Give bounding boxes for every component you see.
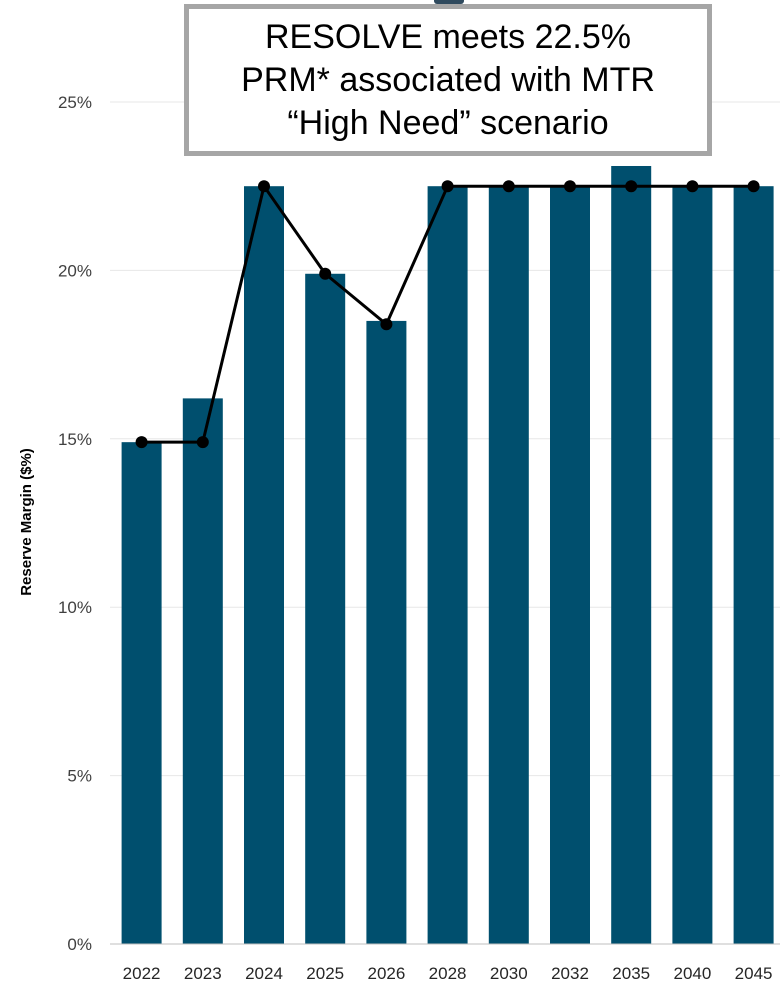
- bar-series: [121, 165, 774, 944]
- line-marker: [196, 436, 209, 449]
- line-marker: [135, 436, 148, 449]
- y-tick-label: 10%: [58, 598, 92, 617]
- bar: [672, 186, 713, 944]
- x-tick-label: 2030: [490, 964, 528, 983]
- line-marker: [564, 180, 576, 193]
- y-tick-label: 15%: [58, 430, 92, 449]
- callout-line-1: RESOLVE meets 22.5%: [265, 17, 631, 56]
- line-marker: [747, 180, 760, 193]
- prm-line-series: [135, 180, 760, 449]
- callout-line-3: “High Need” scenario: [287, 103, 609, 142]
- x-tick-label: 2028: [429, 964, 467, 983]
- line-marker: [502, 180, 515, 193]
- y-tick-label: 25%: [58, 93, 92, 112]
- bar: [733, 186, 774, 944]
- bar: [611, 165, 652, 944]
- bar: [427, 186, 468, 944]
- bar: [488, 186, 529, 944]
- x-tick-label: 2025: [306, 964, 344, 983]
- x-tick-label: 2035: [612, 964, 650, 983]
- y-tick-label: 0%: [67, 935, 92, 954]
- bar: [182, 398, 223, 944]
- x-tick-label: 2024: [245, 964, 283, 983]
- line-marker: [441, 180, 454, 193]
- callout-tab: [434, 0, 464, 4]
- y-axis-ticks: 0% 5% 10% 15% 20% 25%: [58, 93, 92, 954]
- y-tick-label: 5%: [67, 767, 92, 786]
- line-marker: [319, 267, 332, 280]
- line-marker: [380, 318, 393, 331]
- bar: [550, 186, 590, 944]
- y-axis-label: Reserve Margin ($%): [18, 448, 35, 596]
- x-tick-label: 2040: [673, 964, 711, 983]
- callout-line-2: PRM* associated with MTR: [241, 60, 655, 99]
- y-tick-label: 20%: [58, 261, 92, 280]
- bar: [244, 186, 284, 944]
- line-marker: [258, 180, 270, 193]
- x-tick-label: 2032: [551, 964, 589, 983]
- x-axis-ticks: 2022 2023 2024 2025 2026 2028 2030 2032 2035 2040…: [123, 964, 773, 983]
- x-tick-label: 2022: [123, 964, 161, 983]
- line-marker: [625, 180, 638, 193]
- line-marker: [686, 180, 699, 193]
- x-tick-label: 2045: [735, 964, 773, 983]
- x-tick-label: 2023: [184, 964, 222, 983]
- bar: [305, 273, 346, 944]
- callout-box: RESOLVE meets 22.5% PRM* associated with…: [184, 4, 712, 156]
- bar: [366, 320, 407, 944]
- x-tick-label: 2026: [367, 964, 405, 983]
- bar: [121, 442, 162, 944]
